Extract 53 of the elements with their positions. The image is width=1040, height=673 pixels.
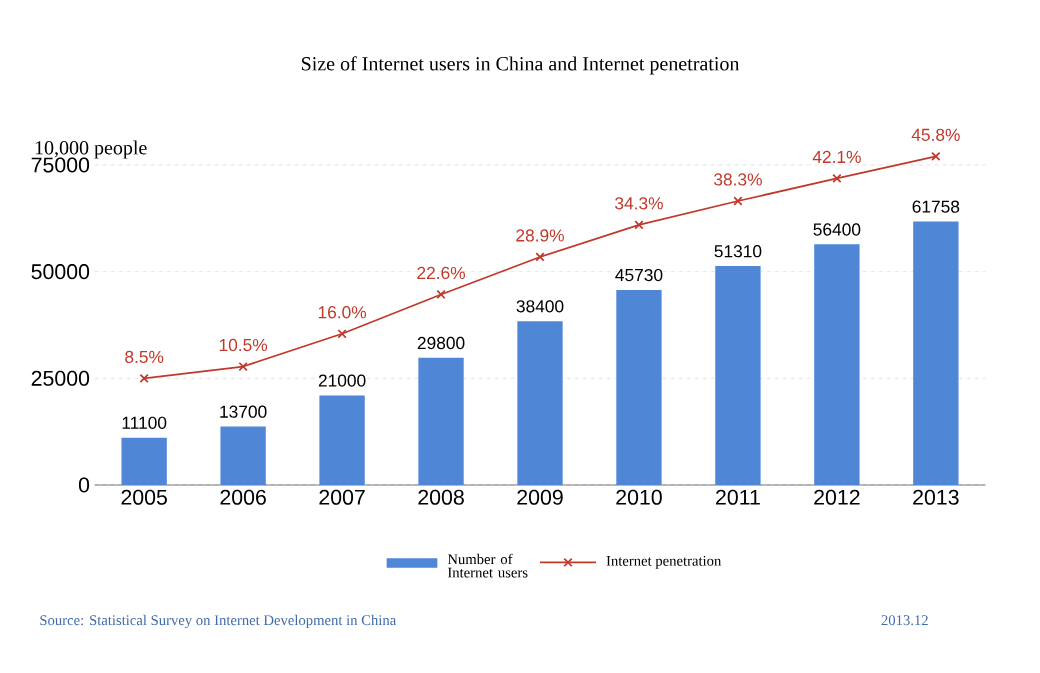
point <box>832 173 842 184</box>
bar <box>121 437 167 485</box>
data-label: 42.1% <box>812 150 861 163</box>
point <box>436 289 446 300</box>
y-tick-label: 0 <box>78 477 90 493</box>
data-label: 29800 <box>417 336 465 350</box>
point <box>337 329 347 339</box>
x-tick-label: 2009 <box>517 489 563 505</box>
y-tick-label: 50000 <box>31 264 90 280</box>
x-tick-label: 2005 <box>121 489 167 505</box>
legend-label: Internet penetration <box>606 555 722 569</box>
bar <box>913 221 959 485</box>
point <box>238 361 248 372</box>
data-label: 16.0% <box>318 306 367 319</box>
legend-label: Number of Internet users <box>447 553 528 578</box>
point <box>733 196 743 206</box>
x-tick-label: 2011 <box>716 489 760 505</box>
x-tick-label: 2006 <box>220 489 266 505</box>
y-tick-label: 75000 <box>31 157 90 173</box>
point <box>139 373 149 384</box>
y-tick-label: 25000 <box>31 370 90 386</box>
data-label: 51310 <box>714 245 762 258</box>
bar <box>220 426 266 485</box>
bar <box>715 266 761 485</box>
data-label: 45.8% <box>911 128 960 141</box>
data-label: 61758 <box>912 200 960 213</box>
point <box>535 252 545 262</box>
bar <box>418 357 464 485</box>
point <box>634 220 644 230</box>
bar <box>814 244 860 485</box>
bar <box>517 321 563 485</box>
data-label: 34.3% <box>615 197 663 210</box>
data-label: 56400 <box>813 223 861 236</box>
data-label: 13700 <box>220 405 267 418</box>
x-tick-label: 2012 <box>814 489 860 505</box>
x-tick-label: 2008 <box>418 489 464 505</box>
x-tick-label: 2013 <box>913 489 959 505</box>
x-tick-label: 2007 <box>319 489 365 505</box>
text: 2013.12 <box>881 615 928 626</box>
data-label: 22.6% <box>417 266 465 280</box>
data-label: 10.5% <box>219 338 268 352</box>
data-label: 11100 <box>122 416 167 429</box>
chart-title: Size of Internet users in China and Internet penetration <box>301 56 740 75</box>
x-tick-label: 2010 <box>616 489 662 505</box>
data-label: 8.5% <box>125 350 164 364</box>
data-label: 45730 <box>615 268 663 282</box>
data-label: 28.9% <box>516 229 564 242</box>
bar <box>319 395 365 485</box>
data-label: 21000 <box>318 374 366 387</box>
source-note: Source: Statistical Survey on Internet Development in China <box>40 614 397 629</box>
data-label: 38.3% <box>714 173 762 186</box>
data-label: 38400 <box>516 300 564 313</box>
bar <box>616 289 662 485</box>
